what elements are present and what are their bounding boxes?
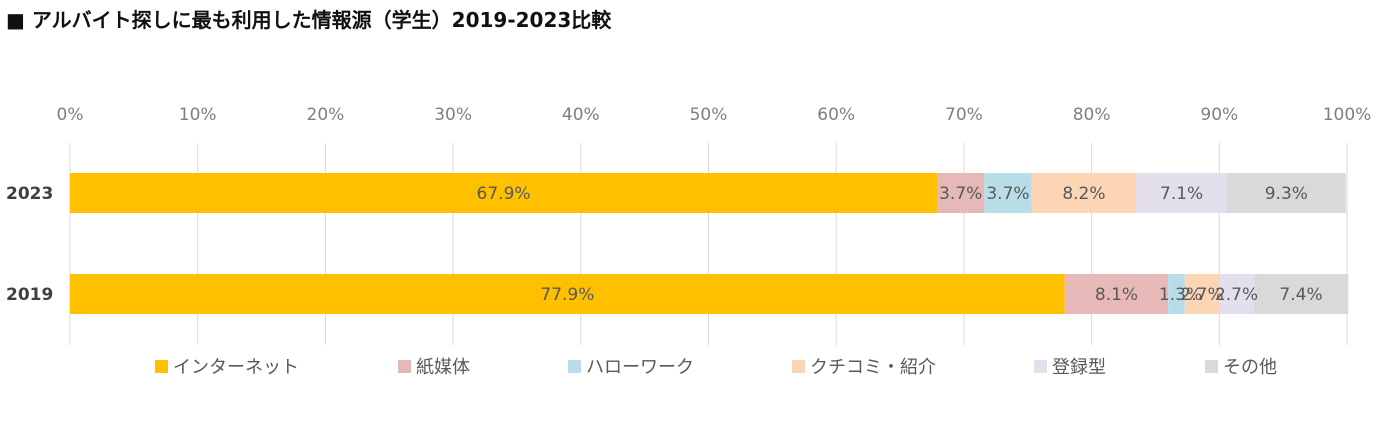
bar-segment (1184, 274, 1220, 314)
legend-swatch (1034, 360, 1047, 373)
x-tick-label: 10% (179, 105, 217, 125)
data-label: 1.3% (1159, 285, 1202, 305)
legend-swatch (568, 360, 581, 373)
category-label: 2019 (6, 285, 53, 305)
data-label: 77.9% (540, 285, 594, 305)
legend-swatch (792, 360, 805, 373)
legend: インターネット 紙媒体 ハローワーク クチコミ・紹介 登録型 その他 (155, 357, 1277, 378)
legend-swatch (398, 360, 411, 373)
x-tick-label: 0% (57, 105, 84, 125)
bar-segment (1226, 173, 1346, 213)
x-tick-label: 50% (690, 105, 728, 125)
bar-segment (1031, 173, 1137, 213)
bar-segment (70, 173, 938, 213)
bar-segment (1064, 274, 1169, 314)
x-tick-label: 80% (1073, 105, 1111, 125)
data-label: 9.3% (1265, 184, 1308, 204)
data-label: 2.7% (1215, 285, 1258, 305)
legend-label: その他 (1223, 357, 1277, 378)
legend-label: 登録型 (1052, 357, 1106, 378)
data-label: 8.2% (1062, 184, 1105, 204)
x-tick-label: 30% (434, 105, 472, 125)
data-label: 3.7% (939, 184, 982, 204)
category-labels: 2023 2019 (6, 184, 53, 305)
bars (70, 173, 1349, 314)
bar-segment (70, 274, 1065, 314)
data-label: 67.9% (477, 184, 531, 204)
legend-label: 紙媒体 (416, 357, 470, 378)
bar-segment (1168, 274, 1185, 314)
data-label: 7.1% (1160, 184, 1203, 204)
legend-label: ハローワーク (586, 357, 694, 378)
legend-swatch (1205, 360, 1218, 373)
bar-segment (1136, 173, 1227, 213)
x-tick-label: 60% (817, 105, 855, 125)
bar-segment (1253, 274, 1349, 314)
data-label: 8.1% (1095, 285, 1138, 305)
x-tick-label: 70% (945, 105, 983, 125)
x-tick-label: 20% (307, 105, 345, 125)
chart-title: ■ アルバイト探しに最も利用した情報源（学生）2019-2023比較 (6, 8, 612, 32)
x-tick-label: 90% (1200, 105, 1238, 125)
data-label: 3.7% (986, 184, 1029, 204)
data-label: 7.4% (1279, 285, 1322, 305)
category-label: 2023 (6, 184, 53, 204)
legend-swatch (155, 360, 168, 373)
data-labels: 67.9% 3.7% 3.7% 8.2% 7.1% 9.3%77.9% 8.1% 1.3%2.… (477, 184, 1323, 305)
legend-label: クチコミ・紹介 (810, 357, 936, 378)
x-tick-label: 100% (1323, 105, 1372, 125)
legend-label: インターネット (173, 357, 299, 378)
bar-segment (984, 173, 1032, 213)
bar-segment (1219, 274, 1254, 314)
x-axis-ticks: 0% 10% 20% 30% 40% 50% 60% 70% 80% 90% 100% (57, 105, 1372, 125)
data-label: 2.7% (1180, 285, 1223, 305)
bar-segment (937, 173, 985, 213)
x-tick-label: 40% (562, 105, 600, 125)
